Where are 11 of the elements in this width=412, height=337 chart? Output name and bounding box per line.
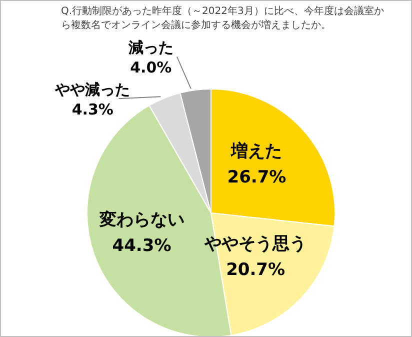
data-label: 4.0%: [130, 58, 172, 77]
chart-title: Q.行動制限があった昨年度（～2022年3月）に比べ、今年度は会議室から複数名でオンライン会議に参加する機会が増えましたか。: [61, 5, 385, 33]
slice-label: 変わらない: [98, 210, 184, 230]
data-label: 44.3%: [112, 236, 172, 256]
data-label: 26.7%: [227, 167, 286, 188]
data-label: 20.7%: [226, 260, 286, 280]
data-label: 4.3%: [72, 100, 114, 119]
slice-label: ややそう思う: [204, 234, 307, 254]
slice-label: やや減った: [54, 80, 130, 99]
slice-label: 増えた: [230, 140, 282, 162]
slice-label: 減った: [127, 38, 174, 57]
